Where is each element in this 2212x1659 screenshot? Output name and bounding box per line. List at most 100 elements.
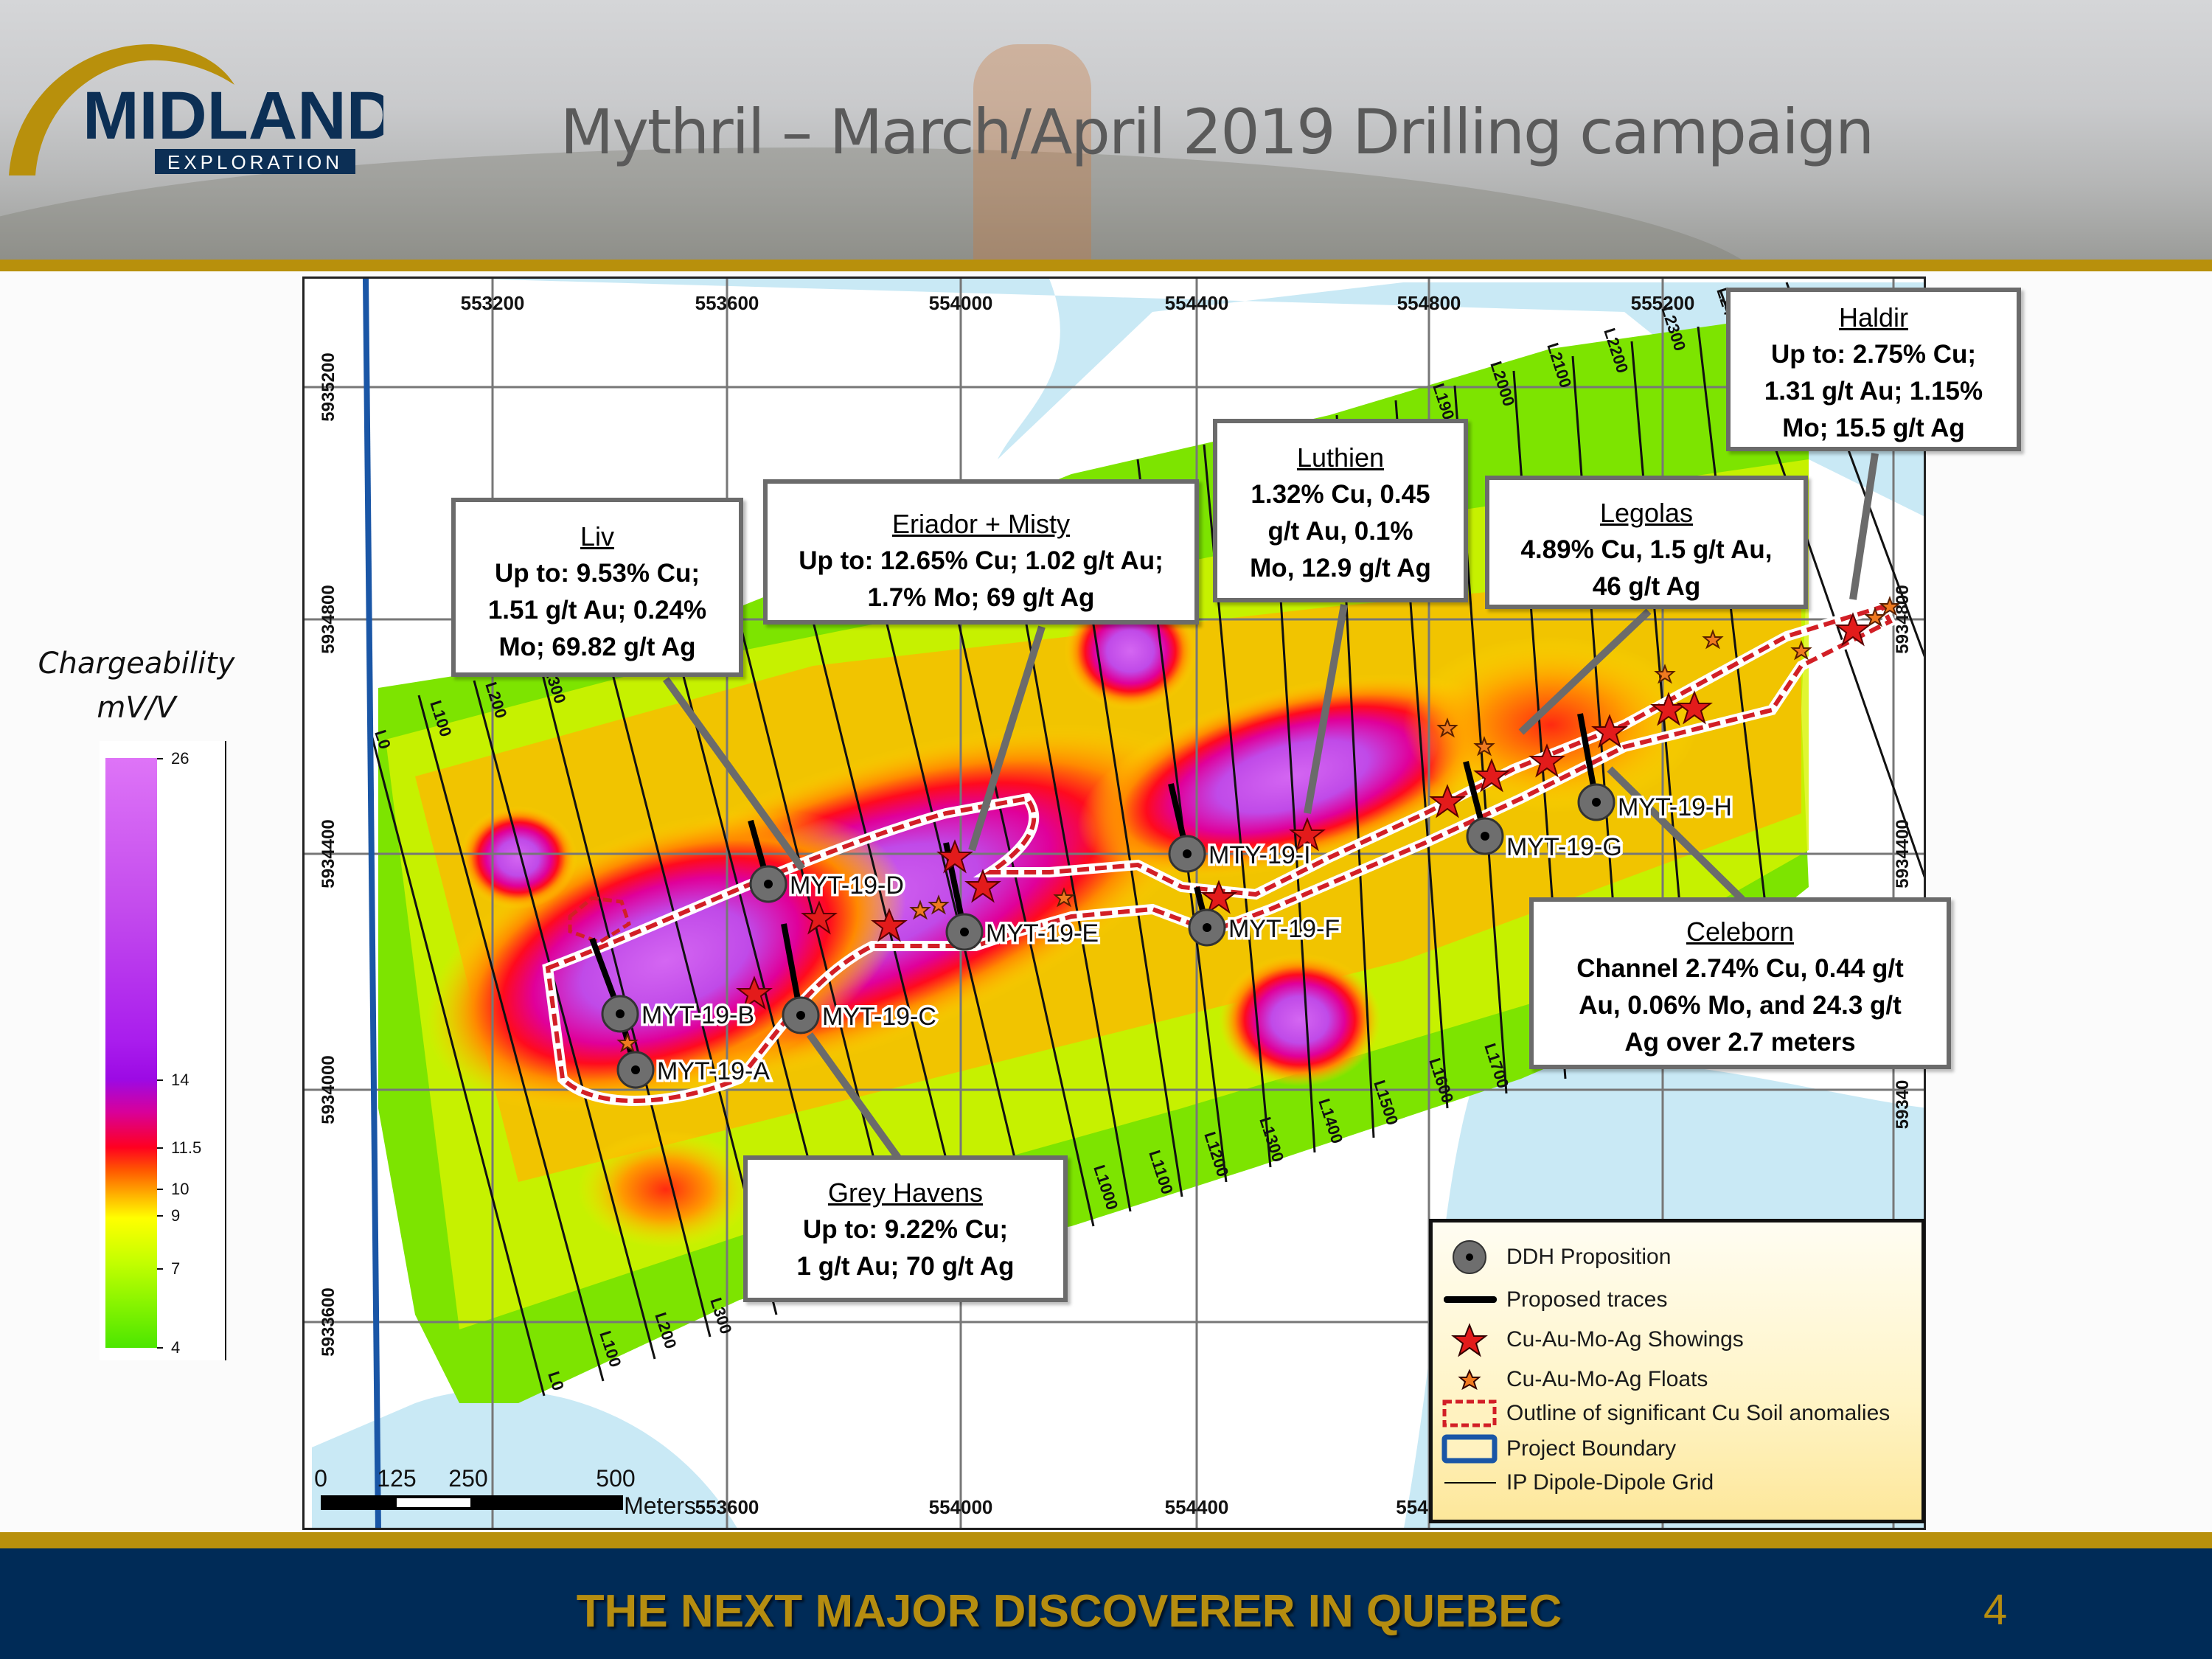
- drill-hole-label: MYT-19-F: [1228, 915, 1340, 943]
- callout-pointers: [662, 453, 1879, 1160]
- x-axis-top-labels: 553200 553600 554000 554400 554800 55520…: [461, 292, 1695, 314]
- cu-showings: [736, 612, 1871, 1010]
- orange-star-icon: [1458, 1368, 1481, 1391]
- drill-hole-icon: [749, 865, 787, 903]
- colorbar-title-line1: Chargeability: [38, 647, 235, 681]
- svg-text:555200: 555200: [1631, 292, 1695, 314]
- logo-arc-icon: MIDLAND EXPLORATION: [9, 44, 395, 175]
- footer-gold-rule: [0, 1532, 2212, 1548]
- water-body: [312, 1389, 737, 1528]
- drill-hole-label: MYT-19-H: [1618, 793, 1732, 821]
- svg-text:59340: 59340: [1893, 1080, 1913, 1130]
- colorbar-tick: [157, 1268, 163, 1270]
- callout-title: Liv: [580, 521, 615, 552]
- svg-text:Meters: Meters: [624, 1492, 696, 1519]
- y-axis-right-labels: 5934800 5934400 59340: [1893, 585, 1913, 1129]
- drill-holes: [601, 783, 1615, 1089]
- callout-title: Legolas: [1599, 498, 1694, 528]
- svg-text:250: 250: [448, 1465, 487, 1492]
- colorbar-tick: [157, 1189, 163, 1190]
- company-logo: MIDLAND EXPLORATION: [0, 29, 395, 184]
- drill-hole-icon: [1577, 783, 1615, 821]
- callout-eriador-misty: Eriador + Misty Up to: 12.65% Cu; 1.02 g…: [763, 479, 1199, 625]
- thick-line-icon: [1444, 1296, 1497, 1303]
- page-number: 4: [1983, 1586, 2008, 1634]
- svg-text:553600: 553600: [695, 1496, 759, 1518]
- colorbar-label: 11.5: [171, 1138, 202, 1157]
- svg-text:5934800: 5934800: [1893, 585, 1913, 653]
- y-axis-left-labels: 5935200 5934800 5934400 5934000 5933600: [319, 352, 338, 1356]
- drill-hole-icon: [601, 995, 639, 1033]
- drill-hole-labels: MYT-19-A MYT-19-B MYT-19-C MYT-19-D MYT-…: [639, 791, 1735, 1088]
- colorbar-tick: [157, 1079, 163, 1081]
- drill-hole-icon: [782, 996, 820, 1034]
- background-figure: [973, 44, 1091, 262]
- colorbar-tick: [157, 1347, 163, 1349]
- colorbar-label: 26: [171, 749, 189, 768]
- svg-text:5934800: 5934800: [319, 585, 338, 653]
- drill-hole-icon: [1168, 835, 1206, 873]
- svg-text:554: 554: [1396, 1496, 1428, 1518]
- callout-luthien: Luthien 1.32% Cu, 0.45 g/t Au, 0.1% Mo, …: [1213, 419, 1468, 602]
- colorbar-label: 7: [171, 1259, 181, 1278]
- drill-hole-icon: [945, 913, 984, 951]
- drill-hole-label: MTY-19-I: [1208, 841, 1311, 869]
- header-gold-rule: [0, 260, 2212, 271]
- svg-text:553600: 553600: [695, 292, 759, 314]
- svg-text:5934400: 5934400: [319, 819, 338, 888]
- project-boundary: [363, 279, 381, 1528]
- x-axis-bottom-labels: 553600 554000 554400 554: [695, 1496, 1429, 1518]
- header-photo-banner: [0, 0, 2212, 262]
- drill-hole-label: MYT-19-C: [822, 1003, 936, 1031]
- callout-title: Celeborn: [1686, 917, 1795, 947]
- legend-item: Project Boundary: [1433, 1430, 1676, 1467]
- logo-word: MIDLAND: [83, 78, 383, 153]
- legend-item: Cu-Au-Mo-Ag Floats: [1433, 1361, 1708, 1398]
- drill-hole-label: MYT-19-A: [657, 1057, 770, 1085]
- logo-subword: EXPLORATION: [167, 151, 343, 173]
- legend-item: Outline of significant Cu Soil anomalies: [1433, 1395, 1890, 1432]
- dashed-outline-icon: [1442, 1399, 1497, 1427]
- legend-item: Proposed traces: [1433, 1281, 1667, 1318]
- colorbar-tick: [157, 758, 163, 759]
- svg-text:125: 125: [377, 1465, 416, 1492]
- svg-text:554800: 554800: [1397, 292, 1461, 314]
- legend-item: DDH Proposition: [1433, 1239, 1671, 1276]
- svg-text:554400: 554400: [1165, 292, 1229, 314]
- colorbar-label: 4: [171, 1338, 181, 1357]
- callout-grey-havens: Grey Havens Up to: 9.22% Cu; 1 g/t Au; 7…: [743, 1155, 1068, 1302]
- legend-item: IP Dipole-Dipole Grid: [1433, 1464, 1714, 1501]
- svg-text:5935200: 5935200: [319, 352, 338, 421]
- red-star-icon: [1451, 1323, 1488, 1357]
- callout-title: Grey Havens: [827, 1178, 984, 1208]
- callout-title: Luthien: [1296, 442, 1385, 473]
- map-legend: DDH Proposition Proposed traces Cu-Au-Mo…: [1429, 1219, 1925, 1523]
- footer-tagline: THE NEXT MAJOR DISCOVERER IN QUEBEC: [576, 1586, 1562, 1637]
- blue-box-icon: [1441, 1434, 1498, 1464]
- colorbar-label: 9: [171, 1206, 181, 1225]
- drill-hole-icon: [1466, 817, 1504, 855]
- colorbar-label: 14: [171, 1071, 189, 1089]
- colorbar-title-line2: mV/V: [97, 691, 176, 725]
- svg-text:554000: 554000: [929, 1496, 993, 1518]
- svg-text:554400: 554400: [1165, 1496, 1229, 1518]
- drill-hole-label: MYT-19-G: [1506, 833, 1622, 861]
- drill-hole-icon: [1188, 908, 1226, 947]
- callout-celeborn: Celeborn Channel 2.74% Cu, 0.44 g/t Au, …: [1529, 897, 1951, 1069]
- svg-text:5934000: 5934000: [319, 1055, 338, 1124]
- drill-hole-label: MYT-19-E: [986, 919, 1099, 947]
- chargeability-colorbar: [105, 758, 157, 1348]
- drill-hole-icon: [1453, 1240, 1486, 1274]
- scale-bar: 0 125 250 500 Meters: [314, 1465, 696, 1519]
- svg-text:554000: 554000: [929, 292, 993, 314]
- callout-liv: Liv Up to: 9.53% Cu; 1.51 g/t Au; 0.24% …: [451, 498, 743, 677]
- svg-text:5934400: 5934400: [1893, 819, 1913, 888]
- drill-hole-label: MYT-19-B: [641, 1001, 754, 1029]
- footer-band: [0, 1532, 2212, 1659]
- colorbar-tick: [157, 1147, 163, 1149]
- svg-text:5933600: 5933600: [319, 1287, 338, 1356]
- svg-text:0: 0: [314, 1465, 327, 1492]
- legend-item: Cu-Au-Mo-Ag Showings: [1433, 1321, 1744, 1358]
- svg-text:500: 500: [596, 1465, 635, 1492]
- callout-haldir: Haldir Up to: 2.75% Cu; 1.31 g/t Au; 1.1…: [1726, 288, 2021, 451]
